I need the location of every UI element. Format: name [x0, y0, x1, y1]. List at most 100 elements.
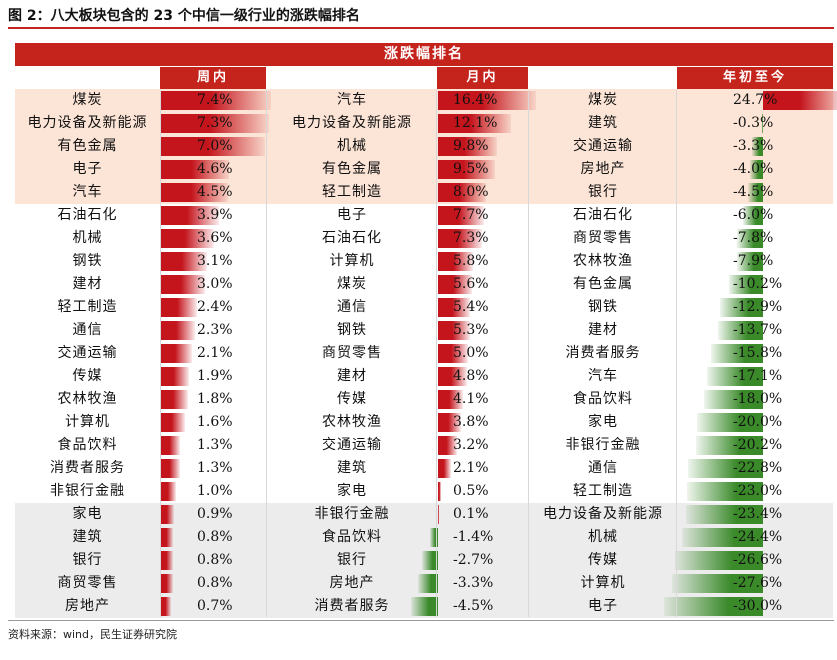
- month-industry-name: 电力设备及新能源: [292, 115, 412, 131]
- week-industry-name: 银行: [72, 552, 103, 568]
- ytd-value-bar: [717, 321, 763, 340]
- week-value-label: 1.3%: [197, 460, 233, 476]
- week-value-bar: [161, 551, 173, 570]
- table-row: 汽车 4.5% 轻工制造 8.0% 银行 -4.5%: [15, 181, 833, 204]
- ytd-value-label: -4.0%: [733, 161, 774, 177]
- month-value-bar: [438, 252, 473, 271]
- month-value-bar: [438, 367, 467, 386]
- ytd-value-bar: [729, 275, 763, 294]
- table-row: 电子 4.6% 有色金属 9.5% 房地产 -4.0%: [15, 158, 833, 181]
- week-value-bar: [161, 367, 190, 386]
- month-value-bar: [438, 459, 451, 478]
- week-value-label: 7.3%: [197, 115, 233, 131]
- week-value-label: 3.6%: [197, 230, 233, 246]
- ytd-industry-name: 消费者服务: [565, 345, 641, 361]
- week-value-label: 4.6%: [197, 161, 233, 177]
- ytd-value-label: -20.0%: [733, 414, 783, 430]
- ytd-industry-name: 食品饮料: [573, 391, 633, 407]
- ytd-industry-name: 煤炭: [588, 92, 618, 108]
- week-value-label: 3.1%: [197, 253, 233, 269]
- ytd-value-label: -18.0%: [733, 391, 783, 407]
- table-row: 有色金属 7.0% 机械 9.8% 交通运输 -3.3%: [15, 135, 833, 158]
- ytd-value-label: -13.7%: [733, 322, 783, 338]
- ytd-industry-name: 机械: [588, 529, 618, 545]
- month-value-label: -3.3%: [453, 575, 494, 591]
- week-industry-name: 房地产: [65, 598, 110, 614]
- table-row: 家电 0.9% 非银行金融 0.1% 电力设备及新能源 -23.4%: [15, 503, 833, 526]
- ytd-industry-name: 家电: [588, 414, 618, 430]
- ytd-value-label: -26.6%: [733, 552, 783, 568]
- week-industry-name: 汽车: [72, 184, 103, 200]
- week-value-bar: [161, 114, 270, 133]
- table-row: 食品饮料 1.3% 交通运输 3.2% 非银行金融 -20.2%: [15, 434, 833, 457]
- figure-title: 图 2：八大板块包含的 23 个中信一级行业的涨跌幅排名: [8, 8, 360, 24]
- ytd-value-bar: [675, 551, 763, 570]
- week-value-label: 0.8%: [197, 575, 233, 591]
- table-row: 机械 3.6% 石油石化 7.3% 商贸零售 -7.8%: [15, 227, 833, 250]
- ytd-value-label: 24.7%: [733, 92, 778, 108]
- week-industry-name: 建筑: [72, 529, 103, 545]
- week-industry-name: 商贸零售: [57, 575, 118, 591]
- month-industry-name: 建材: [337, 368, 367, 384]
- table-row: 非银行金融 1.0% 家电 0.5% 轻工制造 -23.0%: [15, 480, 833, 503]
- week-value-label: 7.0%: [197, 138, 233, 154]
- month-value-bar: [438, 206, 485, 225]
- month-industry-name: 家电: [337, 483, 367, 499]
- week-value-label: 2.4%: [197, 299, 233, 315]
- month-value-label: 5.8%: [453, 253, 489, 269]
- table-row: 农林牧渔 1.8% 传媒 4.1% 食品饮料 -18.0%: [15, 388, 833, 411]
- column-header-row: 周内 月内 年初至今: [15, 67, 833, 89]
- month-value-bar: [438, 91, 537, 110]
- week-industry-name: 电子: [72, 161, 103, 177]
- month-industry-name: 商贸零售: [322, 345, 382, 361]
- week-value-bar: [161, 528, 173, 547]
- week-value-bar: [161, 436, 181, 455]
- ytd-value-bar: [687, 482, 763, 501]
- week-industry-name: 机械: [72, 230, 103, 246]
- table-row: 传媒 1.9% 建材 4.8% 汽车 -17.1%: [15, 365, 833, 388]
- month-value-bar: [438, 436, 458, 455]
- ytd-value-bar: [706, 367, 763, 386]
- week-value-label: 2.1%: [197, 345, 233, 361]
- week-industry-name: 电力设备及新能源: [27, 115, 148, 131]
- ranking-table: 涨跌幅排名 周内 月内 年初至今 煤炭 7.4% 汽车 16.4% 煤炭 24.7% 电力设…: [15, 43, 837, 618]
- ytd-industry-name: 建筑: [588, 115, 618, 131]
- week-value-bar: [161, 574, 173, 593]
- column-divider: [528, 90, 529, 617]
- month-value-bar: [429, 528, 438, 547]
- month-value-bar: [438, 505, 439, 524]
- month-industry-name: 交通运输: [322, 437, 382, 453]
- table-row: 石油石化 3.9% 电子 7.7% 石油石化 -6.0%: [15, 204, 833, 227]
- month-value-label: -1.4%: [453, 529, 494, 545]
- month-value-bar: [438, 344, 468, 363]
- table-row: 消费者服务 1.3% 建筑 2.1% 通信 -22.8%: [15, 457, 833, 480]
- week-value-bar: [161, 206, 219, 225]
- month-value-label: 16.4%: [453, 92, 498, 108]
- ytd-value-bar: [736, 252, 763, 271]
- column-header-month: 月内: [437, 67, 528, 89]
- week-industry-name: 通信: [72, 322, 103, 338]
- ytd-value-label: -20.2%: [733, 437, 783, 453]
- ytd-industry-name: 钢铁: [588, 299, 618, 315]
- week-industry-name: 轻工制造: [57, 299, 118, 315]
- table-row: 电力设备及新能源 7.3% 电力设备及新能源 12.1% 建筑 -0.3%: [15, 112, 833, 135]
- ytd-value-bar: [703, 390, 763, 409]
- week-industry-name: 有色金属: [57, 138, 118, 154]
- banner-title: 涨跌幅排名: [15, 43, 833, 66]
- week-industry-name: 建材: [72, 276, 103, 292]
- week-value-bar: [161, 482, 176, 501]
- ytd-value-bar: [710, 344, 763, 363]
- month-industry-name: 煤炭: [337, 276, 367, 292]
- week-value-label: 1.3%: [197, 437, 233, 453]
- week-value-bar: [161, 459, 181, 478]
- month-value-bar: [438, 137, 497, 156]
- month-industry-name: 石油石化: [322, 230, 382, 246]
- month-industry-name: 通信: [337, 299, 367, 315]
- table-row: 煤炭 7.4% 汽车 16.4% 煤炭 24.7%: [15, 89, 837, 112]
- week-value-bar: [161, 91, 271, 110]
- ytd-value-bar: [720, 298, 763, 317]
- month-value-label: -4.5%: [453, 598, 494, 614]
- ytd-value-label: -22.8%: [733, 460, 783, 476]
- week-value-bar: [161, 275, 206, 294]
- month-value-bar: [421, 551, 438, 570]
